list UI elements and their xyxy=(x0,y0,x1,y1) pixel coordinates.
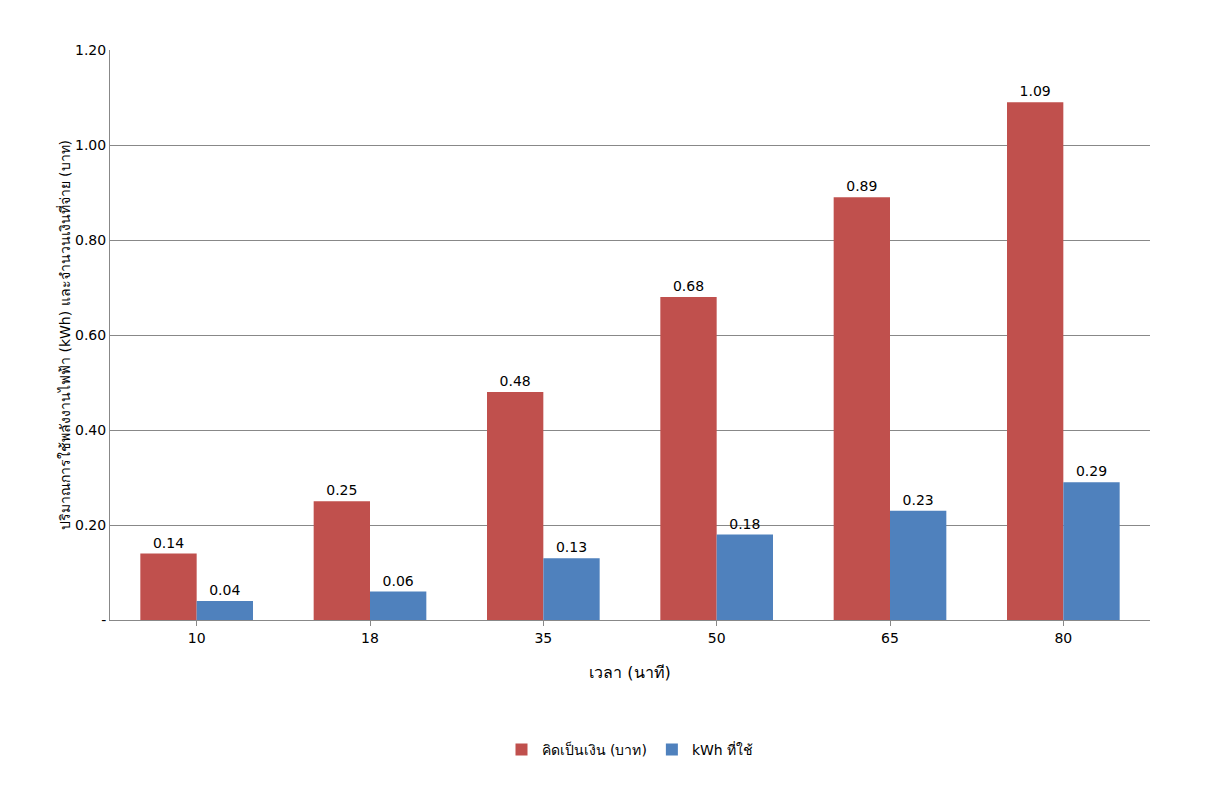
svg-text:0.20: 0.20 xyxy=(75,517,106,533)
svg-text:80: 80 xyxy=(1054,630,1072,646)
svg-text:1.09: 1.09 xyxy=(1020,83,1051,99)
svg-text:0.80: 0.80 xyxy=(75,232,106,248)
svg-text:0.06: 0.06 xyxy=(383,573,414,589)
svg-text:0.40: 0.40 xyxy=(75,422,106,438)
svg-text:ปริมาณการใช้พลังงานไฟฟ้า (kWh): ปริมาณการใช้พลังงานไฟฟ้า (kWh) และจำนวนเ… xyxy=(56,140,73,530)
svg-text:10: 10 xyxy=(188,630,206,646)
svg-text:0.18: 0.18 xyxy=(729,516,760,532)
svg-text:เวลา (นาที): เวลา (นาที) xyxy=(589,663,671,682)
svg-text:1.20: 1.20 xyxy=(75,42,106,58)
svg-text:-: - xyxy=(101,612,106,628)
svg-text:35: 35 xyxy=(534,630,552,646)
svg-text:คิดเป็นเงิน (บาท): คิดเป็นเงิน (บาท) xyxy=(542,741,647,758)
svg-text:0.25: 0.25 xyxy=(326,482,357,498)
svg-text:1.00: 1.00 xyxy=(75,137,106,153)
svg-text:50: 50 xyxy=(708,630,726,646)
svg-text:0.23: 0.23 xyxy=(903,492,934,508)
svg-text:0.14: 0.14 xyxy=(153,535,184,551)
svg-text:18: 18 xyxy=(361,630,379,646)
svg-text:0.48: 0.48 xyxy=(500,373,531,389)
svg-text:0.13: 0.13 xyxy=(556,539,587,555)
svg-text:0.68: 0.68 xyxy=(673,278,704,294)
svg-text:65: 65 xyxy=(881,630,899,646)
svg-text:0.60: 0.60 xyxy=(75,327,106,343)
svg-text:0.04: 0.04 xyxy=(209,582,240,598)
svg-text:0.29: 0.29 xyxy=(1076,463,1107,479)
svg-text:kWh ที่ใช้: kWh ที่ใช้ xyxy=(692,741,753,758)
svg-text:0.89: 0.89 xyxy=(846,178,877,194)
